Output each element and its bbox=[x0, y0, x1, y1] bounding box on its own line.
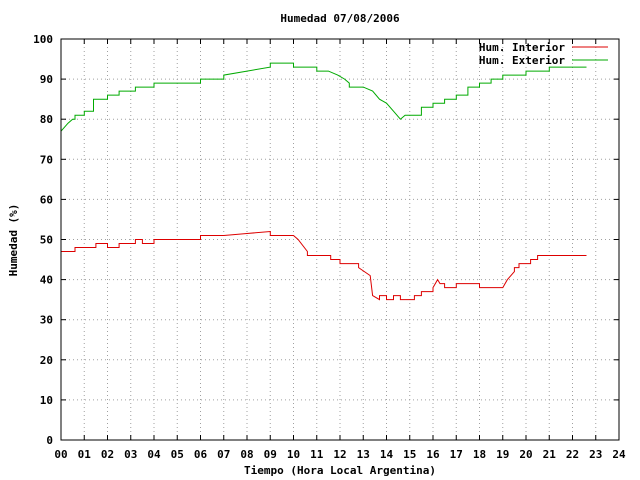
x-tick-label: 13 bbox=[357, 448, 370, 461]
chart-title: Humedad 07/08/2006 bbox=[280, 12, 400, 25]
y-tick-label: 70 bbox=[40, 153, 53, 166]
y-tick-label: 40 bbox=[40, 274, 53, 287]
x-tick-label: 14 bbox=[380, 448, 394, 461]
x-tick-label: 03 bbox=[124, 448, 137, 461]
x-tick-label: 18 bbox=[473, 448, 486, 461]
x-tick-label: 23 bbox=[589, 448, 602, 461]
x-tick-label: 10 bbox=[287, 448, 300, 461]
y-tick-label: 30 bbox=[40, 314, 53, 327]
x-tick-label: 05 bbox=[171, 448, 184, 461]
y-tick-label: 10 bbox=[40, 394, 53, 407]
y-tick-label: 100 bbox=[33, 33, 53, 46]
x-tick-label: 21 bbox=[543, 448, 557, 461]
series-line-interior bbox=[61, 230, 587, 301]
x-tick-label: 08 bbox=[240, 448, 253, 461]
x-tick-label: 24 bbox=[612, 448, 626, 461]
x-tick-label: 19 bbox=[496, 448, 509, 461]
series-lines bbox=[60, 62, 587, 301]
x-tick-label: 02 bbox=[101, 448, 114, 461]
x-tick-label: 15 bbox=[403, 448, 416, 461]
legend-label: Hum. Interior bbox=[479, 41, 565, 54]
x-tick-label: 09 bbox=[264, 448, 277, 461]
x-tick-label: 22 bbox=[566, 448, 579, 461]
y-tick-label: 0 bbox=[46, 434, 53, 447]
y-axis-label: Humedad (%) bbox=[7, 204, 20, 277]
x-tick-label: 07 bbox=[217, 448, 230, 461]
x-tick-label: 00 bbox=[54, 448, 67, 461]
y-tick-label: 80 bbox=[40, 113, 53, 126]
y-tick-label: 20 bbox=[40, 354, 53, 367]
axis-ticks: 00 01 02 03 04 05 06 07 08 09 10 11 12 13 14 15 16 17 18 19… bbox=[33, 33, 626, 461]
grid bbox=[61, 39, 619, 440]
x-tick-label: 06 bbox=[194, 448, 208, 461]
y-tick-label: 90 bbox=[40, 73, 53, 86]
series-line-exterior bbox=[60, 62, 587, 132]
x-axis-label: Tiempo (Hora Local Argentina) bbox=[244, 464, 436, 477]
x-tick-label: 12 bbox=[333, 448, 346, 461]
x-tick-label: 20 bbox=[519, 448, 532, 461]
x-tick-label: 04 bbox=[147, 448, 161, 461]
x-tick-label: 17 bbox=[450, 448, 463, 461]
x-tick-label: 16 bbox=[426, 448, 440, 461]
legend-label: Hum. Exterior bbox=[479, 54, 565, 67]
x-tick-label: 11 bbox=[310, 448, 324, 461]
x-tick-label: 01 bbox=[78, 448, 92, 461]
y-tick-label: 50 bbox=[40, 234, 53, 247]
y-tick-label: 60 bbox=[40, 193, 53, 206]
